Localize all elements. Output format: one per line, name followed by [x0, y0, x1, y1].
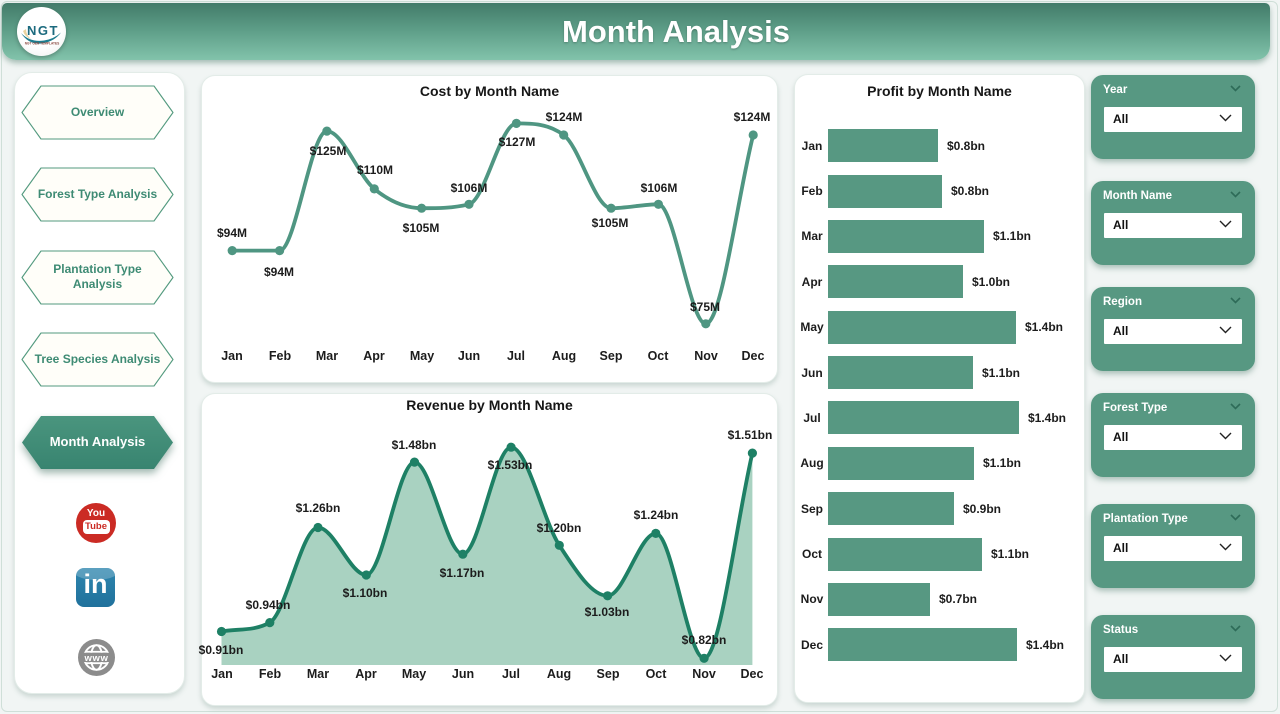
svg-text:www: www — [84, 653, 109, 664]
svg-text:NGT: NGT — [27, 23, 59, 38]
svg-text:NGT GEN TEMPLATES: NGT GEN TEMPLATES — [25, 42, 59, 46]
